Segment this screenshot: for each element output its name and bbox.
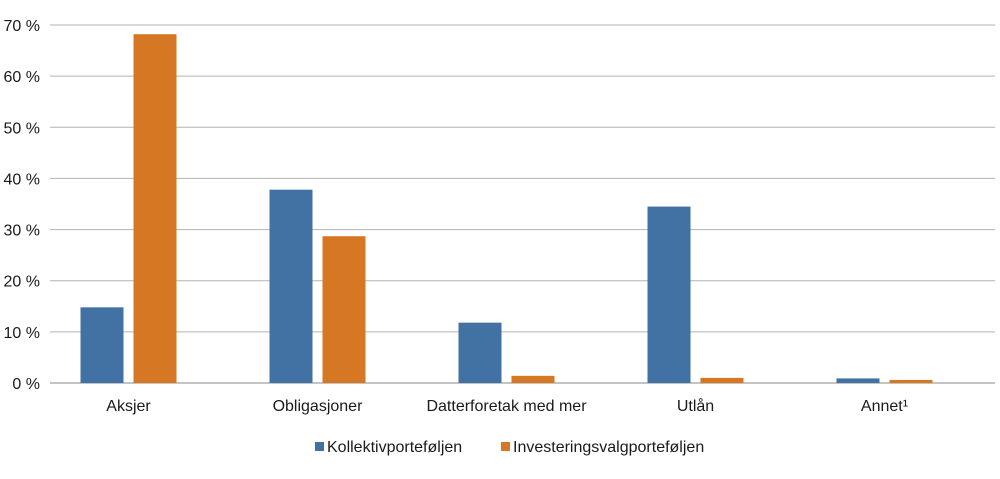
bar-investeringsvalg xyxy=(889,379,933,383)
x-category-label: Utlån xyxy=(677,397,714,415)
bars xyxy=(80,34,933,383)
bar-kollektiv xyxy=(269,189,313,383)
y-tick-label: 0 % xyxy=(12,376,40,393)
legend-swatch xyxy=(315,442,324,451)
y-axis: 0 % 10 % 20 % 30 % 40 % 50 % 60 % 70 % xyxy=(4,18,40,393)
legend-label: Kollektivporteføljen xyxy=(327,439,462,456)
legend-swatch xyxy=(501,442,510,451)
x-category-label: Datterforetak med mer xyxy=(426,398,587,415)
bar-investeringsvalg xyxy=(322,236,366,383)
bar-kollektiv xyxy=(647,206,691,383)
x-axis: Aksjer Obligasjoner Datterforetak med mer U… xyxy=(106,397,908,415)
legend-label: Investeringsvalgporteføljen xyxy=(513,439,704,456)
gridlines xyxy=(50,24,995,384)
x-category-label: Aksjer xyxy=(106,398,151,415)
y-tick-label: 50 % xyxy=(4,120,40,137)
y-tick-label: 10 % xyxy=(4,325,40,342)
x-category-label: Obligasjoner xyxy=(273,398,364,415)
bar-investeringsvalg xyxy=(511,375,555,383)
y-tick-label: 60 % xyxy=(4,69,40,86)
bar-investeringsvalg xyxy=(700,377,744,383)
y-tick-label: 20 % xyxy=(4,274,40,291)
bar-kollektiv xyxy=(836,378,880,383)
y-tick-label: 40 % xyxy=(4,171,40,188)
bar-kollektiv xyxy=(458,322,502,383)
y-tick-label: 70 % xyxy=(4,18,40,35)
bar-kollektiv xyxy=(80,307,124,383)
y-tick-label: 30 % xyxy=(4,223,40,240)
legend: Kollektivporteføljen Investeringsvalgport… xyxy=(315,439,704,456)
bar-investeringsvalg xyxy=(133,34,177,383)
x-category-label: Annet¹ xyxy=(861,398,908,415)
